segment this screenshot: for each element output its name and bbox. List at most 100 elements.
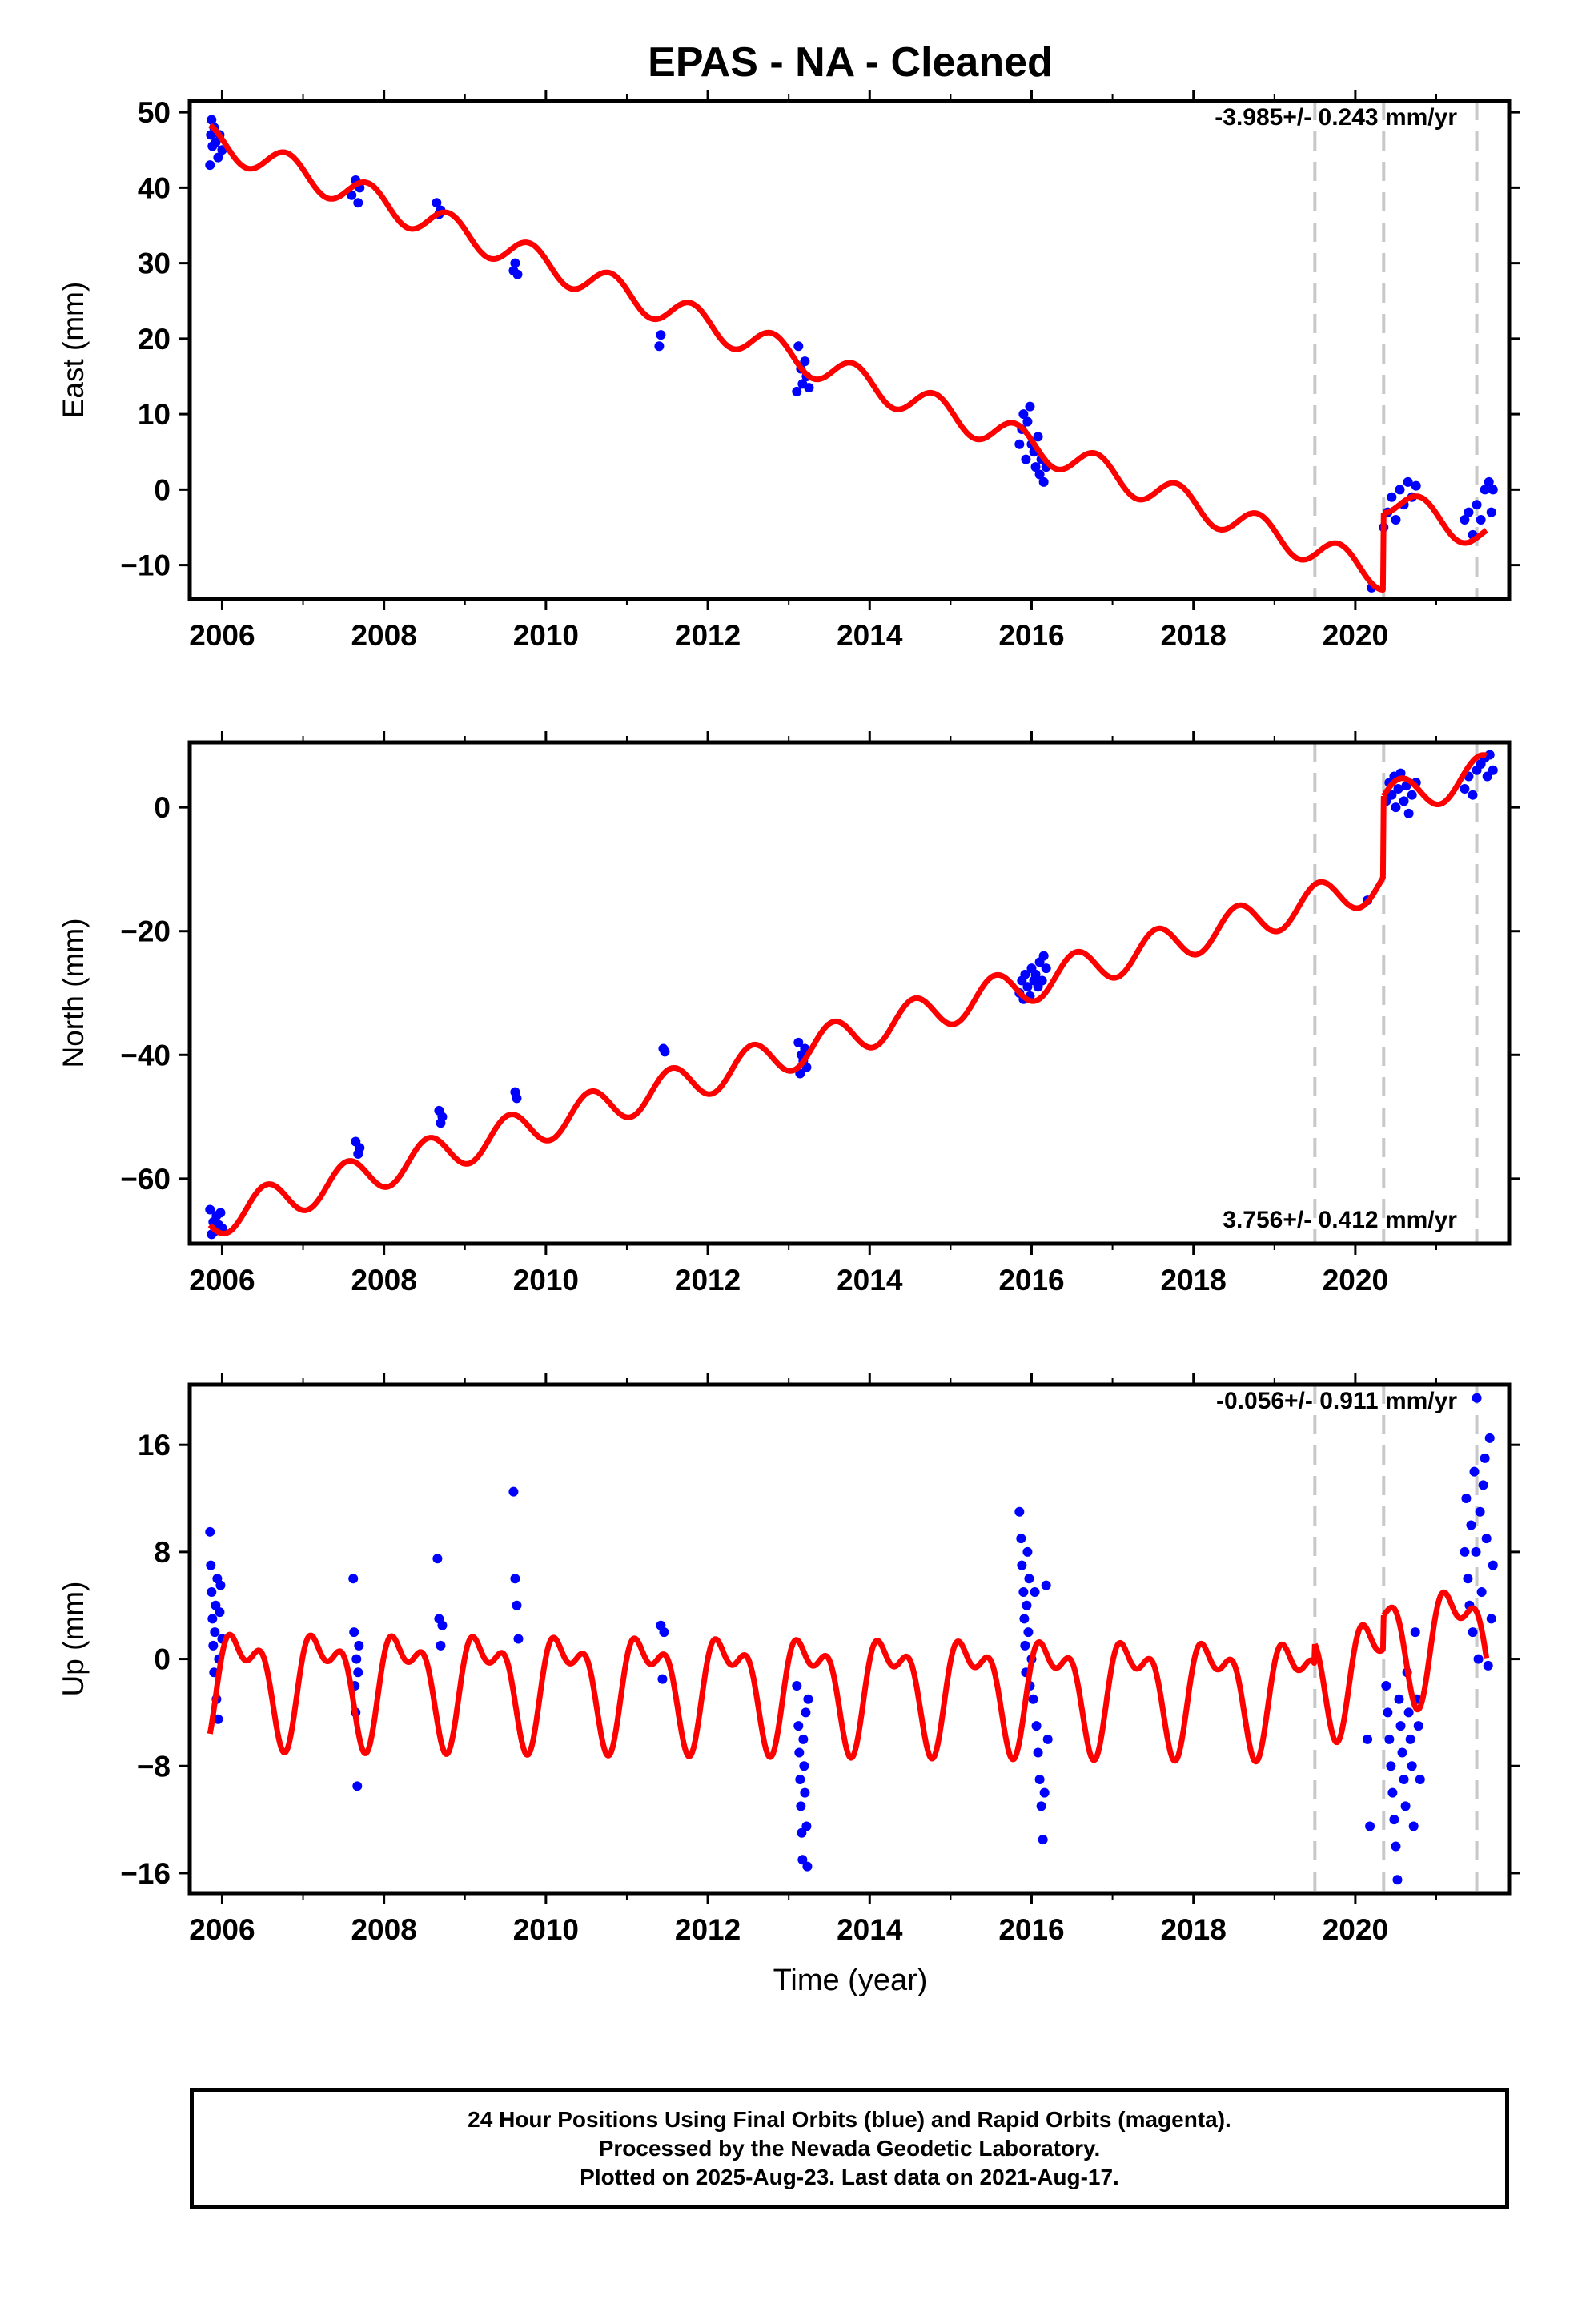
up-observation-point [1038,1835,1048,1845]
up-observation-point [432,1554,443,1564]
up-observation-point [348,1574,359,1584]
x-tick-label: 2014 [837,619,903,652]
east-model-segment-1 [207,123,1387,593]
x-tick-label: 2012 [675,1913,741,1946]
up-observation-point [210,1627,220,1638]
up-observation-point [207,1587,217,1598]
up-observation-point [659,1627,669,1638]
up-observation-point [1041,1580,1051,1590]
x-tick-label: 2006 [189,1913,255,1946]
east-observation-point [1480,485,1490,495]
x-tick-label: 2016 [998,1264,1064,1297]
east-observation-point [1034,469,1045,480]
east-observation-point [1038,476,1049,487]
east-observation-point [1018,409,1029,420]
north-observation-point [205,1204,215,1215]
east-y-axis-label: East (mm) [57,282,90,419]
east-observation-point [792,386,802,396]
up-observation-point [1488,1560,1498,1570]
x-tick-label: 2008 [351,1264,416,1297]
up-observation-point [1399,1774,1409,1784]
up-frame [187,1382,1512,1896]
east-observation-point [205,160,215,171]
up-observation-point [206,1560,216,1570]
up-observation-point [1469,1466,1480,1477]
north-rate-annotation: 3.756+/- 0.412 mm/yr [1223,1207,1457,1233]
up-observation-point [796,1801,806,1811]
up-observation-point [1036,1801,1046,1811]
up-model-segment-3 [1381,1589,1490,1713]
up-observation-point [1034,1774,1045,1784]
x-tick-label: 2018 [1161,619,1227,652]
east-observation-point [1395,485,1405,495]
x-tick-label: 2008 [351,619,416,652]
east-observation-point [1033,432,1043,442]
up-observation-point [1471,1546,1481,1557]
up-observation-point [1363,1734,1373,1744]
footer-line-3: Plotted on 2025-Aug-23. Last data on 202… [580,2164,1119,2189]
east-observation-point [654,341,665,352]
y-tick-label: 30 [138,247,171,280]
up-observation-point [353,1667,363,1678]
up-observation-point [803,1694,813,1704]
north-model-segment-2 [1381,752,1489,807]
footer-line-1: 24 Hour Positions Using Final Orbits (bl… [468,2106,1231,2132]
up-observation-point [1020,1640,1030,1651]
up-observation-point [1413,1721,1423,1731]
up-observation-point [1042,1734,1053,1744]
up-observation-point [1381,1680,1391,1691]
east-observation-point [512,269,523,279]
east-observation-point [1484,476,1494,487]
up-observation-point [1408,1821,1419,1831]
up-observation-point [1023,1627,1034,1638]
up-observation-point [213,1714,223,1724]
up-observation-point [351,1654,362,1664]
y-tick-label: 0 [154,473,171,506]
x-tick-label: 2016 [998,1913,1064,1946]
y-tick-label: −10 [120,549,171,582]
north-observation-point [1488,765,1498,775]
up-observation-point [352,1781,363,1791]
up-observation-point [513,1634,524,1644]
up-observation-point [1365,1821,1375,1831]
up-observation-point [1386,1761,1396,1771]
y-tick-label: 8 [154,1536,171,1569]
up-observation-point [1392,1875,1403,1885]
up-observation-point [1475,1506,1485,1517]
east-observation-point [510,258,520,268]
up-observation-point [1481,1534,1492,1544]
up-observation-point [349,1627,359,1638]
north-observation-point [1403,808,1414,818]
up-observation-point [215,1607,225,1618]
y-tick-label: −20 [120,915,171,948]
x-tick-label: 2012 [675,619,741,652]
up-observation-point [1022,1546,1033,1557]
up-observation-point [794,1747,805,1758]
north-frame [187,740,1512,1246]
east-observation-point [1460,515,1470,525]
north-observation-point [793,1037,804,1047]
y-tick-label: 0 [154,791,171,824]
up-observation-point [801,1821,812,1831]
north-observation-point [512,1093,522,1104]
up-observation-point [1033,1747,1043,1758]
east-observation-point [800,356,810,367]
east-observation-point [1391,515,1401,525]
up-observation-point [1473,1654,1484,1664]
up-observation-point [801,1707,811,1718]
east-observation-point [1411,480,1421,491]
y-tick-label: 0 [154,1643,171,1676]
up-observation-point [657,1674,668,1684]
y-tick-label: −16 [120,1857,171,1890]
x-tick-label: 2010 [513,619,579,652]
up-observation-point [798,1734,809,1744]
x-tick-label: 2010 [513,1913,579,1946]
north-panel: 2006 2008 2010 2012 2014 2016 2018 2020 −60 −40 −2… [57,731,1520,1297]
north-observation-point [1020,969,1030,979]
y-tick-label: 20 [138,323,171,356]
up-observation-point [1463,1574,1473,1584]
up-observation-point [1480,1453,1490,1463]
up-observation-point [1466,1520,1476,1530]
east-observation-point [793,341,804,352]
north-plot-area [205,750,1498,1240]
